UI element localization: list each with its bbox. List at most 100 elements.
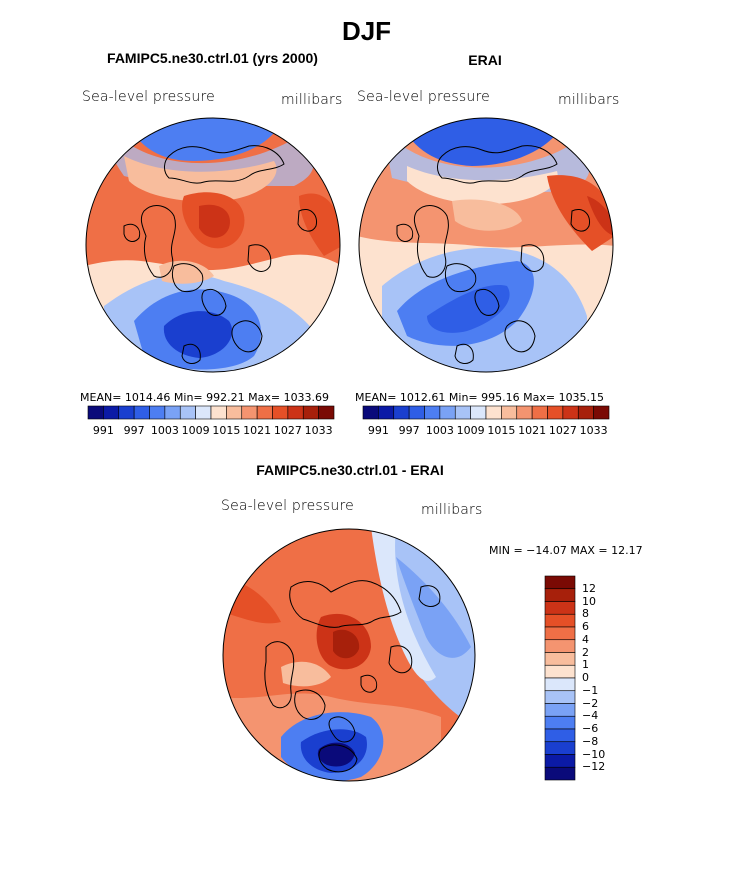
- diff-colorbar-cell: [544, 575, 576, 590]
- panel-1-colorbar: [87, 405, 335, 420]
- diff-colorbar: [544, 575, 576, 781]
- diff-colorbar-cell: [544, 754, 576, 768]
- diff-colorbar-tick-label: −12: [582, 760, 606, 774]
- diff-region-positive-core: [333, 629, 360, 659]
- diff-colorbar-cell: [544, 639, 576, 653]
- map1-region-low-core: [163, 311, 233, 358]
- diff-colorbar-cell: [544, 690, 576, 704]
- diff-region-low-core: [317, 742, 355, 767]
- panel-2-variable: Sea-level pressure: [357, 89, 490, 105]
- diff-colorbar-cell: [544, 766, 576, 781]
- map2-region-siberian-high: [547, 175, 613, 251]
- diff-panel-variable: Sea-level pressure: [221, 498, 354, 514]
- panel-1-colorbar-tick-label: 1027: [273, 424, 302, 437]
- panel-1-polar-map: [85, 117, 341, 373]
- diff-colorbar-cell: [544, 613, 576, 628]
- panel-2-colorbar-cell: [408, 405, 425, 420]
- panel-1-colorbar-cell: [195, 405, 212, 420]
- map1-coastlines: [123, 145, 318, 364]
- panel-2-colorbar-cell: [393, 405, 410, 420]
- panel-1-colorbar-tick-label: 1033: [304, 424, 333, 437]
- diff-colorbar-tick-label: 12: [582, 581, 596, 595]
- panel-2-colorbar-cell: [516, 405, 533, 420]
- diff-colorbar-tick-label: 2: [582, 645, 589, 659]
- panel-2-colorbar-cell: [593, 405, 610, 420]
- panel-2-title: ERAI: [468, 52, 502, 68]
- diff-colorbar-cell: [544, 626, 576, 641]
- diff-colorbar-tick-label: 8: [582, 607, 589, 621]
- panel-2-colorbar-tick-label: 1033: [579, 424, 608, 437]
- diff-colorbar-cell: [544, 652, 576, 666]
- panel-1-colorbar-tick-label: 1021: [243, 424, 272, 437]
- diff-colorbar-tick-label: −6: [582, 722, 599, 735]
- diff-colorbar-tick-label: −10: [582, 747, 606, 761]
- diff-colorbar-tick-label: 0: [582, 671, 589, 684]
- map2-region-low-core: [427, 285, 510, 333]
- panel-1-colorbar-cell: [103, 405, 120, 420]
- panel-2-colorbar-tick-label: 1009: [456, 424, 485, 437]
- diff-colorbar-cell: [544, 741, 576, 755]
- diff-panel-title: FAMIPC5.ne30.ctrl.01 - ERAI: [256, 462, 444, 478]
- panel-2-colorbar-cell: [562, 405, 579, 420]
- map1-region-europe-high: [299, 193, 340, 256]
- figure-title: DJF: [341, 16, 392, 46]
- panel-2-colorbar-cell: [378, 405, 395, 420]
- map1-outline: [85, 117, 341, 373]
- map2-region-high-core: [587, 196, 613, 236]
- panel-2-colorbar: [362, 405, 610, 420]
- diff-colorbar-cell: [544, 601, 576, 615]
- panel-1-colorbar-cell: [318, 405, 335, 420]
- panel-1-colorbar-cell: [256, 405, 273, 420]
- diff-colorbar-ticks: 12 10 8 6 4 2 1 0 −1 −2 −4 −6 −8 −10 −12: [580, 576, 640, 786]
- diff-region-east-blue-mid: [396, 557, 471, 658]
- panel-2-colorbar-cell: [362, 405, 379, 420]
- panel-1-colorbar-cell: [287, 405, 304, 420]
- diff-colorbar-cell: [544, 588, 576, 602]
- panel-2-colorbar-tick-label: 1003: [425, 424, 454, 437]
- diff-colorbar-tick-label: 10: [582, 594, 596, 608]
- diff-colorbar-tick-label: 1: [582, 658, 589, 672]
- diff-colorbar-tick-label: 6: [582, 620, 589, 633]
- panel-2-colorbar-tick-label: 997: [398, 424, 420, 437]
- panel-1-colorbar-tick-label: 991: [92, 424, 114, 437]
- panel-2-colorbar-tick-label: 991: [367, 424, 389, 437]
- panel-2-units: millibars: [558, 92, 620, 108]
- map2-region-aleutian-low: [397, 118, 567, 166]
- panel-2-colorbar-cell: [439, 405, 456, 420]
- diff-colorbar-tick-label: −4: [582, 709, 599, 723]
- diff-colorbar-cell: [544, 728, 576, 743]
- panel-1-colorbar-tick-label: 1015: [212, 424, 241, 437]
- diff-colorbar-cell: [544, 677, 576, 692]
- map1-region-north-pacific-light: [124, 156, 277, 202]
- diff-colorbar-cell: [544, 715, 576, 730]
- panel-1-colorbar-cell: [87, 405, 104, 420]
- panel-2-colorbar-cell: [470, 405, 487, 420]
- panel-1-colorbar-cell: [302, 405, 319, 420]
- diff-panel-units: millibars: [421, 502, 483, 518]
- panel-2-colorbar-cell: [454, 405, 471, 420]
- panel-1-colorbar-cell: [133, 405, 150, 420]
- panel-1-colorbar-tick-label: 1009: [181, 424, 210, 437]
- diff-colorbar-tick-label: 4: [582, 632, 589, 646]
- diff-colorbar-tick-label: −2: [582, 696, 599, 710]
- panel-1-colorbar-cell: [164, 405, 181, 420]
- panel-1-units: millibars: [281, 92, 343, 108]
- panel-2-colorbar-ticks: 991 997 1003 1009 1015 1021 1027 1033: [355, 422, 617, 438]
- diff-colorbar-tick-label: −8: [582, 734, 599, 748]
- panel-2-polar-map: [358, 117, 614, 373]
- panel-1-colorbar-cell: [179, 405, 196, 420]
- diff-polar-map: [222, 528, 476, 782]
- diff-region-neutral-band: [371, 529, 436, 681]
- panel-1-colorbar-cell: [226, 405, 243, 420]
- diff-map-coastlines: [264, 580, 441, 773]
- panel-2-colorbar-tick-label: 1015: [487, 424, 516, 437]
- panel-1-variable: Sea-level pressure: [82, 89, 215, 105]
- panel-2-colorbar-tick-label: 1021: [518, 424, 547, 437]
- panel-1-title: FAMIPC5.ne30.ctrl.01 (yrs 2000): [107, 50, 318, 66]
- panel-1-colorbar-cell: [118, 405, 135, 420]
- panel-2-colorbar-cell: [485, 405, 502, 420]
- panel-2-colorbar-tick-label: 1027: [548, 424, 577, 437]
- panel-2-colorbar-cell: [424, 405, 441, 420]
- panel-1-colorbar-cell: [272, 405, 289, 420]
- panel-2-stats: MEAN= 1012.61 Min= 995.16 Max= 1035.15: [355, 391, 605, 404]
